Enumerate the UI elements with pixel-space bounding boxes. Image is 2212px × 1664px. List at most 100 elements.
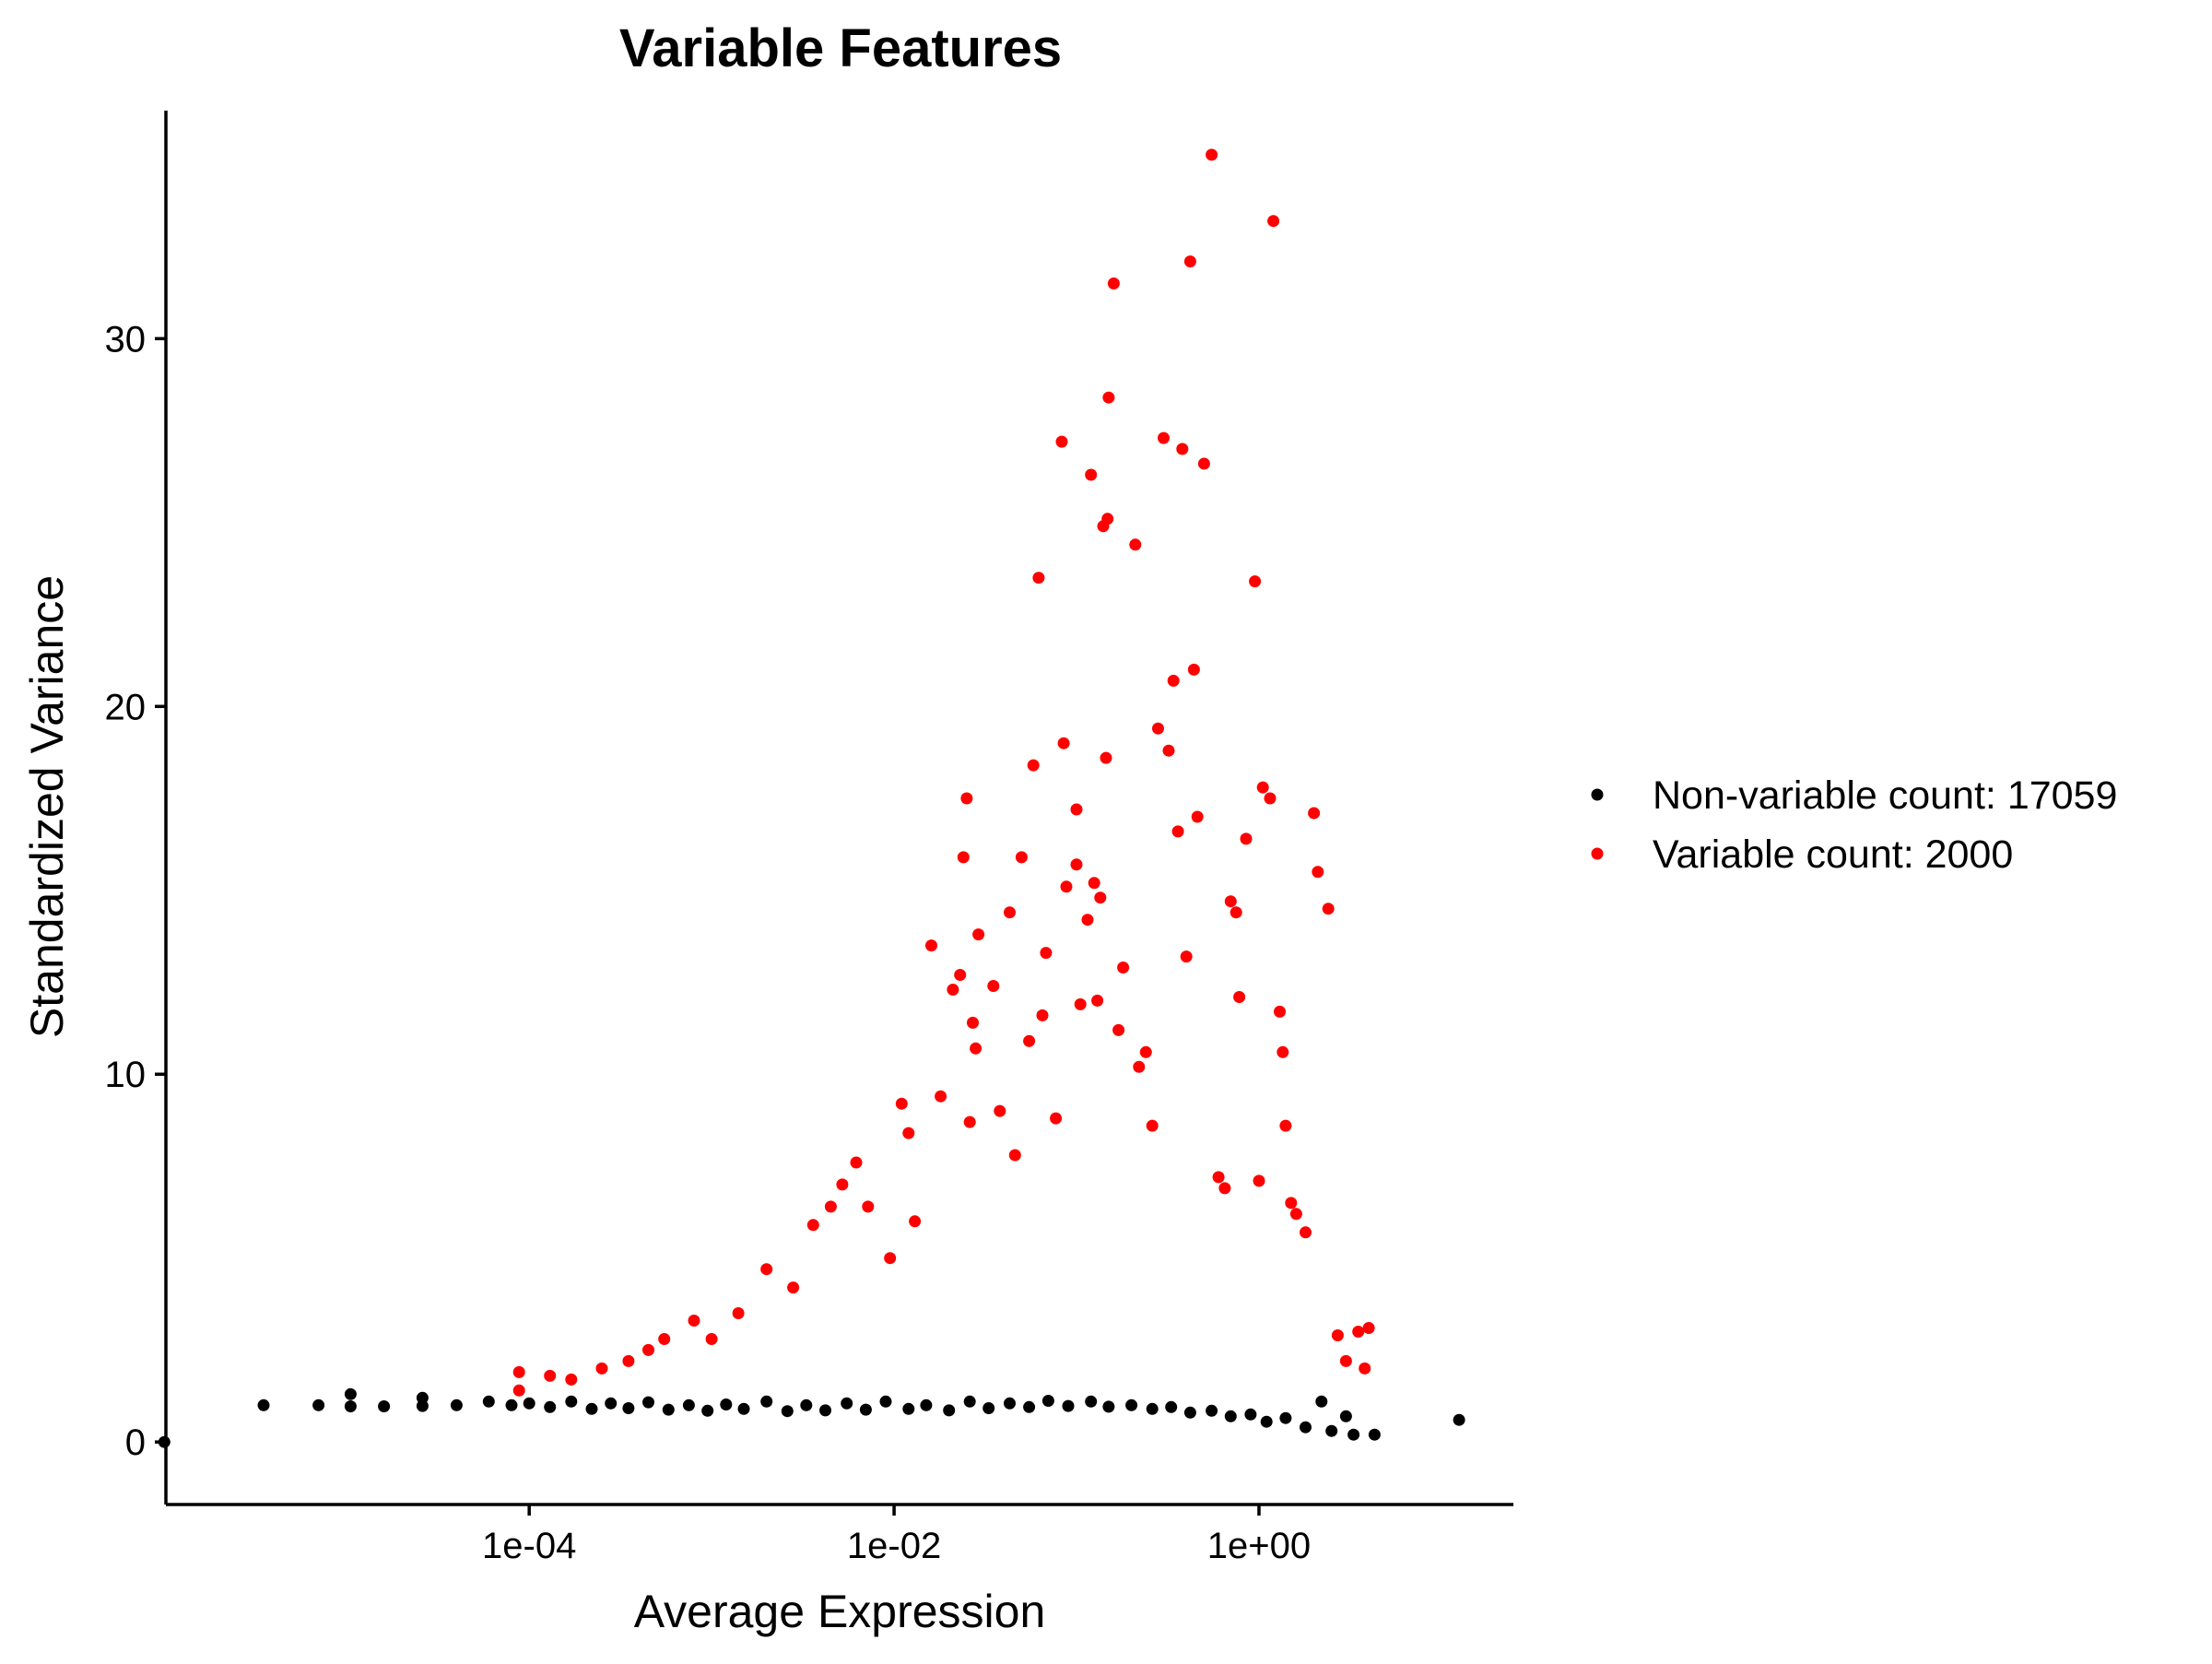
data-point: [512, 1384, 525, 1397]
data-point: [862, 1200, 875, 1213]
data-point: [963, 1115, 976, 1128]
data-point: [1146, 1119, 1159, 1132]
y-axis-ticks: 0 10 20 30: [105, 319, 166, 1463]
series-non-variable: [158, 1387, 1465, 1448]
data-point: [1249, 575, 1262, 588]
data-point: [925, 939, 937, 952]
data-point: [1176, 443, 1189, 455]
y-tick-label: 20: [105, 687, 147, 727]
data-point: [1004, 906, 1016, 919]
data-point: [902, 1402, 915, 1415]
data-point: [1085, 468, 1098, 481]
data-point: [544, 1400, 557, 1413]
data-point: [902, 1127, 915, 1139]
data-point: [1041, 1395, 1054, 1407]
legend-label: Non-variable count: 17059: [1653, 773, 2117, 818]
series-variable: [512, 148, 1375, 1397]
data-point: [1117, 962, 1130, 974]
data-point: [824, 1200, 837, 1213]
data-point: [1315, 1395, 1328, 1408]
data-point: [1165, 1400, 1178, 1413]
data-point: [1139, 1045, 1152, 1058]
data-point: [512, 1365, 525, 1378]
data-point: [1206, 1404, 1218, 1417]
data-point: [1260, 1415, 1273, 1428]
data-point: [1040, 947, 1053, 960]
legend: Non-variable count: 17059 Variable count:…: [1591, 773, 2117, 877]
data-point: [1133, 1060, 1146, 1073]
data-point: [1339, 1410, 1352, 1422]
data-point: [720, 1398, 733, 1410]
data-point: [1300, 1226, 1312, 1239]
data-point: [701, 1404, 714, 1417]
data-point: [960, 792, 973, 805]
data-point: [1085, 1395, 1098, 1408]
data-point: [1125, 1398, 1138, 1411]
y-tick-label: 30: [105, 319, 147, 360]
data-point: [947, 984, 959, 996]
data-point: [482, 1395, 495, 1408]
data-point: [312, 1398, 325, 1411]
data-point: [1197, 457, 1210, 470]
legend-label: Variable count: 2000: [1653, 832, 2013, 877]
legend-item: Variable count: 2000: [1591, 832, 2013, 877]
data-point: [859, 1403, 872, 1416]
data-point: [1183, 1406, 1196, 1419]
data-point: [1325, 1424, 1338, 1437]
data-point: [1279, 1411, 1292, 1424]
data-point: [972, 928, 985, 941]
data-point: [954, 969, 967, 981]
data-point: [1224, 895, 1237, 908]
data-point: [1212, 1171, 1225, 1184]
data-point: [1312, 866, 1324, 879]
data-point: [1308, 807, 1321, 820]
data-point: [585, 1402, 598, 1415]
data-point: [935, 1090, 947, 1103]
data-point: [1285, 1197, 1298, 1210]
data-point: [982, 1402, 995, 1414]
data-point: [450, 1398, 463, 1411]
data-point: [1240, 832, 1253, 845]
data-point: [1102, 1400, 1115, 1413]
data-point: [682, 1398, 695, 1411]
legend-key: [1591, 847, 1604, 860]
y-tick-label: 10: [105, 1055, 147, 1095]
data-point: [1074, 997, 1087, 1010]
data-point: [1094, 891, 1107, 904]
data-point: [1187, 663, 1200, 676]
data-point: [1167, 674, 1180, 687]
data-point: [1253, 1174, 1265, 1187]
data-point: [662, 1403, 675, 1416]
data-point: [1171, 825, 1184, 838]
data-point: [1162, 744, 1175, 757]
data-point: [622, 1402, 635, 1414]
data-point: [1088, 877, 1100, 890]
data-point: [1230, 906, 1242, 919]
data-point: [1218, 1182, 1231, 1195]
data-point: [760, 1263, 773, 1276]
data-point: [1267, 215, 1280, 228]
data-point: [884, 1252, 897, 1265]
data-point: [1027, 759, 1040, 772]
x-tick-label: 1e+00: [1207, 1526, 1311, 1566]
data-point: [1129, 538, 1142, 551]
data-point: [1362, 1322, 1375, 1334]
data-point: [544, 1369, 557, 1382]
data-point: [642, 1343, 654, 1356]
x-tick-label: 1e-02: [847, 1526, 941, 1566]
data-point: [1453, 1413, 1465, 1426]
data-point: [1004, 1397, 1016, 1410]
data-point: [1224, 1410, 1237, 1422]
data-point: [416, 1391, 429, 1404]
data-point: [737, 1402, 750, 1415]
data-point: [1359, 1362, 1371, 1375]
data-point: [1036, 1009, 1049, 1021]
data-point: [920, 1398, 933, 1411]
data-point: [1091, 994, 1104, 1007]
data-point: [943, 1404, 956, 1417]
data-point: [1057, 737, 1070, 749]
data-point: [781, 1405, 794, 1418]
data-point: [994, 1104, 1006, 1117]
